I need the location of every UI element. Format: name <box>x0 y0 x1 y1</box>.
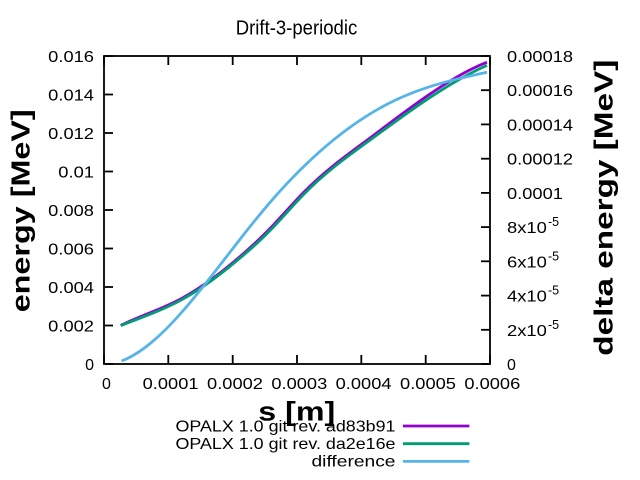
svg-text:0.0002: 0.0002 <box>207 376 263 393</box>
svg-text:0.006: 0.006 <box>48 242 94 259</box>
svg-text:0.00014: 0.00014 <box>507 117 573 134</box>
svg-text:Drift-3-periodic: Drift-3-periodic <box>236 18 358 40</box>
svg-text:0.0004: 0.0004 <box>336 376 392 393</box>
svg-text:0.00018: 0.00018 <box>507 49 573 66</box>
svg-text:0.016: 0.016 <box>48 49 94 66</box>
svg-text:0.0006: 0.0006 <box>464 376 520 393</box>
svg-text:0.002: 0.002 <box>48 319 94 336</box>
svg-text:OPALX 1.0 git rev. ad83b91: OPALX 1.0 git rev. ad83b91 <box>176 418 396 435</box>
svg-text:0: 0 <box>507 357 516 374</box>
svg-text:8x10: 8x10 <box>507 220 547 237</box>
svg-text:OPALX 1.0 git rev. da2e16e: OPALX 1.0 git rev. da2e16e <box>176 436 396 453</box>
svg-text:-5: -5 <box>548 215 559 229</box>
svg-text:0.0005: 0.0005 <box>400 376 456 393</box>
svg-text:0.0001: 0.0001 <box>507 186 563 203</box>
svg-text:0.00016: 0.00016 <box>507 83 573 100</box>
svg-text:4x10: 4x10 <box>507 289 547 306</box>
svg-text:0.0003: 0.0003 <box>271 376 327 393</box>
svg-text:0.0001: 0.0001 <box>143 376 199 393</box>
svg-text:delta energy [MeV]: delta energy [MeV] <box>589 60 619 356</box>
svg-text:0.004: 0.004 <box>48 280 94 297</box>
svg-text:-5: -5 <box>548 318 559 332</box>
svg-text:0.008: 0.008 <box>48 203 94 220</box>
svg-text:difference: difference <box>312 454 396 471</box>
svg-text:0.014: 0.014 <box>48 88 94 105</box>
svg-text:0.00012: 0.00012 <box>507 152 573 169</box>
svg-text:-5: -5 <box>548 249 559 263</box>
svg-text:6x10: 6x10 <box>507 254 547 271</box>
svg-text:0.01: 0.01 <box>58 165 94 182</box>
svg-text:energy [MeV]: energy [MeV] <box>6 109 36 312</box>
svg-text:0.012: 0.012 <box>48 126 94 143</box>
svg-text:0: 0 <box>102 376 111 393</box>
svg-text:2x10: 2x10 <box>507 323 547 340</box>
svg-text:-5: -5 <box>548 284 559 298</box>
svg-text:0: 0 <box>85 357 94 374</box>
svg-text:s [m]: s [m] <box>258 397 335 427</box>
